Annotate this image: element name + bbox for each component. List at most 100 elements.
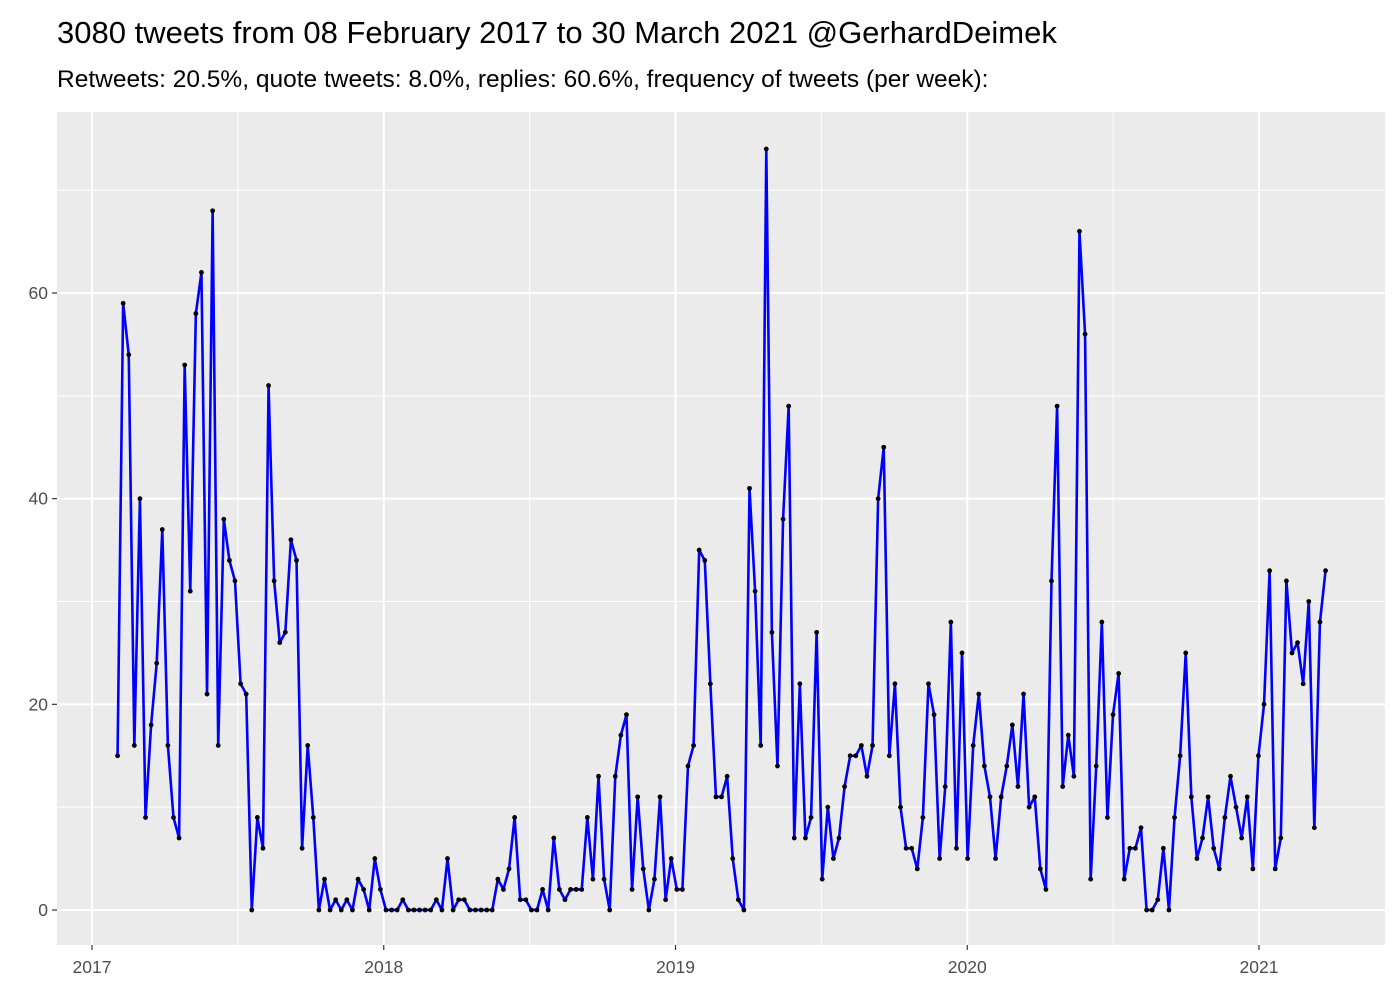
data-point: [461, 897, 467, 903]
data-point: [998, 794, 1004, 800]
data-point: [355, 876, 361, 882]
data-point: [383, 907, 389, 913]
data-point: [1127, 845, 1133, 851]
data-point: [512, 815, 518, 820]
data-point: [719, 794, 724, 800]
data-point: [808, 815, 814, 820]
data-point: [545, 907, 551, 913]
data-point: [970, 743, 976, 748]
data-point: [1065, 732, 1071, 738]
data-point: [993, 856, 998, 861]
data-point: [221, 516, 227, 522]
data-point: [456, 897, 462, 903]
data-point: [260, 845, 266, 851]
data-point: [1026, 804, 1032, 810]
data-point: [640, 866, 646, 872]
data-point: [1205, 794, 1211, 800]
data-point: [1116, 671, 1122, 676]
data-point: [378, 887, 383, 892]
data-point: [1054, 403, 1060, 409]
data-point: [1004, 763, 1010, 769]
data-point: [976, 691, 982, 697]
data-point: [668, 856, 674, 861]
data-point: [629, 887, 635, 892]
data-point: [243, 691, 249, 697]
data-point: [165, 743, 171, 748]
data-point: [1250, 866, 1256, 872]
data-point: [691, 743, 696, 748]
data-point: [875, 496, 881, 502]
data-point: [892, 681, 898, 687]
data-point: [1188, 794, 1194, 800]
data-point: [680, 887, 685, 892]
data-point: [215, 743, 221, 748]
data-point: [696, 547, 702, 553]
x-tick-label: 2019: [656, 957, 695, 977]
data-point: [1194, 856, 1200, 861]
data-point: [752, 588, 758, 594]
data-point: [568, 887, 573, 892]
y-tick-label: 20: [29, 694, 49, 714]
data-point: [1160, 845, 1166, 851]
data-point: [982, 763, 987, 769]
data-point: [864, 773, 870, 779]
data-point: [1177, 753, 1183, 759]
data-point: [741, 907, 747, 913]
data-point: [1278, 835, 1284, 841]
data-point: [115, 753, 120, 759]
data-point: [372, 856, 378, 861]
data-point: [361, 887, 367, 892]
data-point: [478, 907, 484, 913]
data-point: [467, 907, 473, 913]
data-point: [937, 856, 943, 861]
data-point: [506, 866, 512, 872]
data-point: [1228, 773, 1233, 779]
data-point: [1149, 907, 1155, 913]
data-point: [1233, 804, 1239, 810]
data-point: [445, 856, 450, 861]
data-point: [1183, 650, 1189, 656]
data-point: [965, 856, 971, 861]
data-point: [1099, 619, 1105, 625]
data-point: [238, 681, 243, 687]
data-point: [1110, 712, 1116, 718]
data-point: [735, 897, 741, 903]
data-point: [344, 897, 350, 903]
data-point: [327, 907, 333, 913]
data-point: [920, 815, 926, 820]
chart-subtitle: Retweets: 20.5%, quote tweets: 8.0%, rep…: [57, 66, 988, 93]
data-point: [232, 578, 238, 584]
data-point: [1261, 701, 1267, 707]
data-point: [1172, 815, 1177, 820]
data-point: [1317, 619, 1323, 625]
y-tick-label: 0: [38, 900, 48, 920]
data-point: [1166, 907, 1172, 913]
data-point: [685, 763, 691, 769]
data-point: [529, 907, 534, 913]
data-point: [489, 907, 495, 913]
data-point: [1306, 599, 1312, 604]
x-tick-label: 2017: [73, 957, 112, 977]
data-point: [1082, 331, 1088, 337]
data-point: [1300, 681, 1306, 687]
data-point: [909, 845, 915, 851]
data-point: [551, 835, 557, 841]
data-point: [870, 743, 875, 748]
data-point: [556, 887, 562, 892]
data-point: [1267, 568, 1273, 574]
data-point: [182, 362, 188, 368]
data-point: [1077, 228, 1082, 234]
data-point: [148, 722, 154, 728]
data-point: [931, 712, 937, 718]
data-point: [674, 887, 680, 892]
data-point: [271, 578, 277, 584]
x-tick-label: 2020: [948, 957, 987, 977]
data-point: [948, 619, 954, 625]
data-point: [836, 835, 842, 841]
data-point: [1138, 825, 1144, 831]
data-point: [1272, 866, 1278, 872]
data-point: [282, 629, 288, 635]
y-tick-label: 60: [29, 283, 49, 303]
data-point: [333, 897, 339, 903]
y-tick-label: 40: [29, 489, 49, 509]
